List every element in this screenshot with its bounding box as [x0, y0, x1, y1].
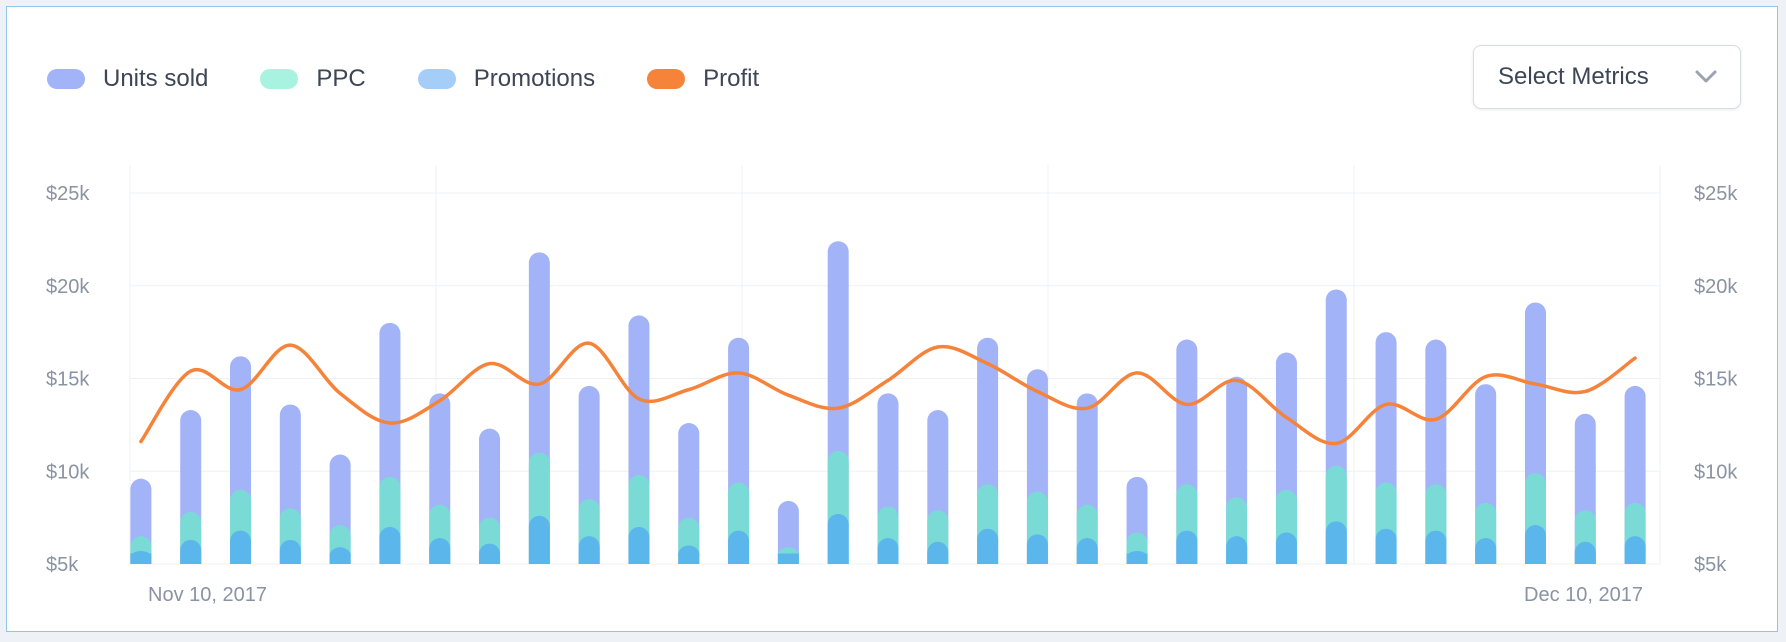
bar-promotions-base — [379, 553, 401, 564]
legend-swatch-units-sold — [47, 69, 85, 89]
bar-promotions-base — [977, 553, 999, 564]
legend-item-promotions[interactable]: Promotions — [417, 65, 596, 93]
bar-promotions-base — [1176, 553, 1198, 564]
legend-swatch-promotions — [417, 69, 456, 89]
bar-promotions-base — [180, 553, 202, 564]
y-tick-label-left: $15k — [46, 369, 90, 391]
line-profit — [139, 341, 1637, 446]
bar-units-sold — [777, 500, 799, 564]
bar-promotions-base — [1275, 553, 1297, 564]
bar-promotions-base — [1226, 553, 1248, 564]
legend-item-units-sold[interactable]: Units sold — [47, 65, 208, 93]
x-label-start: Nov 10, 2017 — [148, 584, 267, 606]
y-tick-label-right: $25k — [1694, 183, 1738, 205]
bar-promotions-base — [1126, 553, 1148, 564]
bar-promotions-base — [1325, 553, 1347, 564]
y-tick-label-right: $20k — [1694, 276, 1738, 298]
bar-promotions-base — [429, 553, 451, 564]
bar-promotions-base — [1425, 553, 1447, 564]
legend-item-profit[interactable]: Profit — [647, 65, 759, 93]
legend-label-promotions: Promotions — [473, 65, 596, 92]
bar-promotions-base — [479, 553, 501, 564]
y-tick-label-right: $15k — [1694, 369, 1738, 391]
bar-promotions-base — [1026, 553, 1048, 564]
legend-label-units-sold: Units sold — [103, 65, 209, 92]
legend-label-ppc: PPC — [316, 65, 366, 92]
legend-item-ppc[interactable]: PPC — [260, 65, 366, 93]
bar-promotions — [1325, 521, 1347, 564]
y-tick-label-right: $5k — [1694, 554, 1727, 576]
bar-promotions-base — [230, 553, 252, 564]
bar-promotions-base — [877, 553, 899, 564]
bar-promotions-base — [1624, 553, 1646, 564]
chevron-down-icon — [1695, 70, 1717, 83]
select-metrics-dropdown[interactable]: Select Metrics — [1473, 45, 1741, 109]
bar-promotions-base — [1574, 553, 1596, 564]
bar-promotions-base — [1524, 553, 1546, 564]
bar-promotions-base — [1475, 553, 1497, 564]
bar-promotions-base — [130, 553, 152, 564]
bar-promotions-base — [578, 553, 600, 564]
bar-promotions-base — [827, 553, 849, 564]
bar-promotions-base — [628, 553, 650, 564]
bar-promotions — [528, 515, 550, 564]
x-label-end: Dec 10, 2017 — [1524, 584, 1643, 606]
bar-promotions — [827, 513, 849, 564]
bar-promotions-base — [329, 553, 351, 564]
y-tick-label-left: $10k — [46, 461, 90, 483]
bar-promotions-base — [728, 553, 750, 564]
legend-swatch-ppc — [260, 69, 299, 89]
legend: Units sold PPC Promotions Profit — [47, 65, 811, 93]
select-metrics-label: Select Metrics — [1498, 63, 1649, 90]
bar-promotions-base — [777, 553, 799, 564]
bar-promotions-base — [1076, 553, 1098, 564]
y-tick-label-left: $25k — [46, 183, 90, 205]
bar-promotions-base — [927, 553, 949, 564]
bar-promotions-base — [528, 553, 550, 564]
legend-label-profit: Profit — [703, 65, 760, 92]
y-tick-label-left: $5k — [46, 554, 79, 576]
y-tick-label-right: $10k — [1694, 461, 1738, 483]
bar-promotions-base — [678, 553, 700, 564]
legend-swatch-profit — [647, 69, 686, 89]
bar-promotions-base — [279, 553, 301, 564]
y-tick-label-left: $20k — [46, 276, 90, 298]
bar-promotions-base — [1375, 553, 1397, 564]
